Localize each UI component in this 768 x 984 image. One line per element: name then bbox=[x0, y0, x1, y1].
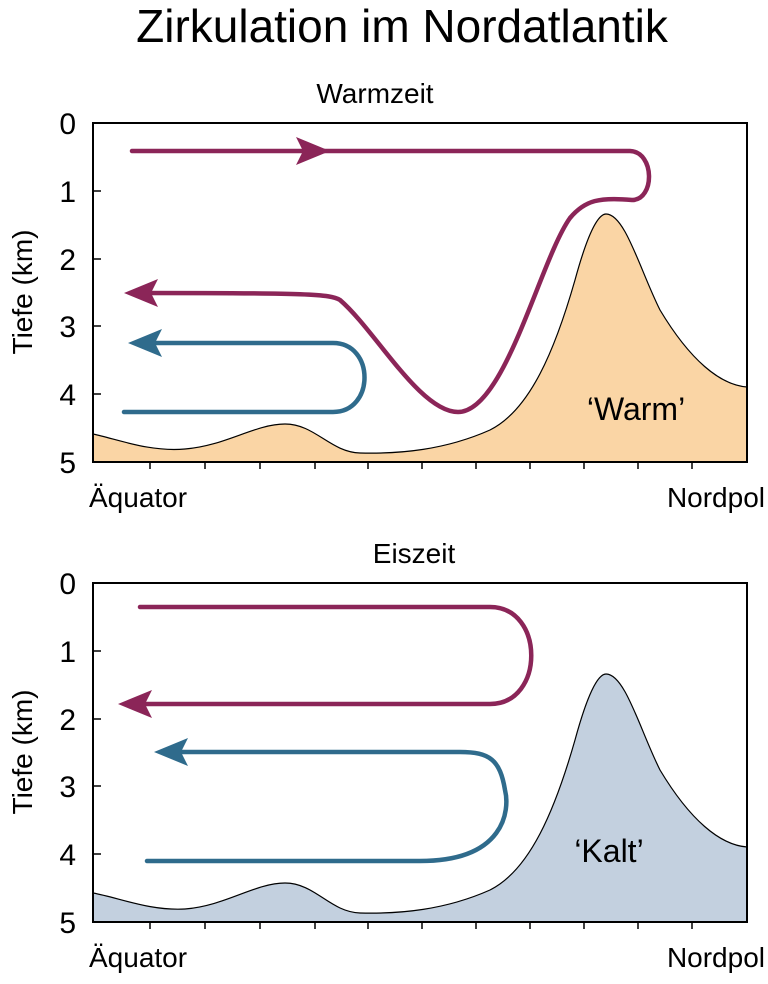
blue-current-arrow bbox=[121, 340, 367, 415]
blue-arrowhead-left bbox=[128, 329, 162, 357]
ocean-floor-terrain bbox=[93, 213, 747, 462]
y-axis: 0 1 2 3 4 5 Tiefe (km) bbox=[7, 568, 101, 940]
region-label-cold: ‘Kalt’ bbox=[574, 833, 643, 869]
purple-arrowhead-left bbox=[124, 279, 158, 307]
panel-frame bbox=[92, 122, 748, 463]
x-start-label: Äquator bbox=[89, 942, 187, 973]
purple-current-arrow bbox=[137, 604, 534, 707]
x-axis-ticks bbox=[149, 922, 693, 929]
region-label-warm: ‘Warm’ bbox=[587, 391, 685, 427]
y-tick-label: 1 bbox=[59, 176, 76, 209]
y-tick-label: 4 bbox=[59, 839, 76, 872]
y-tick-label: 3 bbox=[59, 311, 76, 344]
purple-current-arrow bbox=[129, 148, 652, 415]
y-tick-label: 0 bbox=[59, 108, 76, 141]
ocean-floor-terrain bbox=[93, 673, 747, 922]
panel-frame bbox=[92, 582, 748, 923]
blue-arrowhead-left bbox=[154, 738, 188, 766]
panel-subtitle-eiszeit: Eiszeit bbox=[373, 538, 456, 569]
y-tick-label: 5 bbox=[59, 907, 76, 940]
purple-arrowhead-right bbox=[296, 137, 330, 165]
y-axis-label: Tiefe (km) bbox=[7, 690, 38, 815]
y-tick-label: 0 bbox=[59, 568, 76, 601]
y-tick-label: 4 bbox=[59, 379, 76, 412]
y-axis-label: Tiefe (km) bbox=[7, 230, 38, 355]
x-start-label: Äquator bbox=[89, 482, 187, 513]
y-axis: 0 1 2 3 4 5 Tiefe (km) bbox=[7, 108, 101, 480]
y-tick-label: 5 bbox=[59, 447, 76, 480]
panel-eiszeit: Eiszeit ‘Kalt’ 0 1 2 3 4 5 Tiefe ( bbox=[7, 538, 765, 973]
blue-current-arrow bbox=[144, 749, 509, 864]
panel-warmzeit: Warmzeit ‘Warm’ 0 1 2 3 4 5 T bbox=[7, 78, 765, 513]
x-end-label: Nordpol bbox=[667, 482, 765, 513]
y-tick-label: 2 bbox=[59, 244, 76, 277]
purple-arrowhead-left bbox=[118, 690, 152, 718]
x-end-label: Nordpol bbox=[667, 942, 765, 973]
y-tick-label: 2 bbox=[59, 704, 76, 737]
x-axis-ticks bbox=[149, 462, 693, 469]
y-tick-label: 1 bbox=[59, 636, 76, 669]
y-tick-label: 3 bbox=[59, 771, 76, 804]
panel-subtitle-warmzeit: Warmzeit bbox=[316, 78, 433, 109]
main-title: Zirkulation im Nordatlantik bbox=[136, 0, 669, 52]
